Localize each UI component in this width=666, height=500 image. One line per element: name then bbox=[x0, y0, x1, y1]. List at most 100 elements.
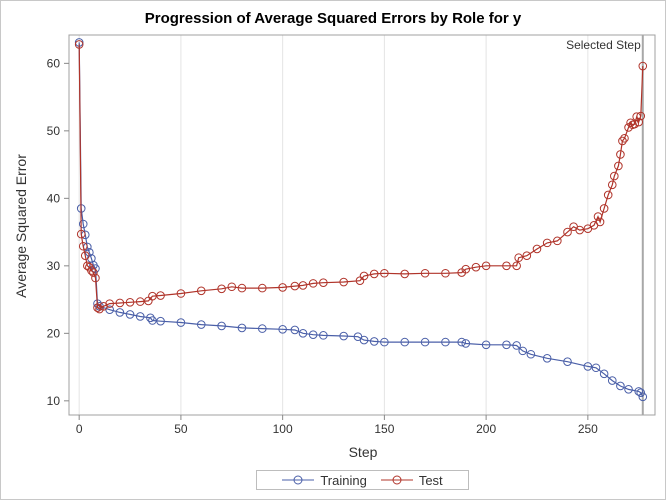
data-point-training bbox=[563, 357, 572, 366]
data-point-test bbox=[603, 190, 613, 200]
data-point-test bbox=[105, 299, 114, 308]
data-point-training bbox=[542, 354, 552, 363]
data-point-test bbox=[298, 281, 308, 290]
data-point-test bbox=[610, 171, 619, 181]
data-point-training bbox=[115, 308, 125, 317]
data-point-test bbox=[359, 271, 369, 281]
data-point-training bbox=[196, 320, 206, 329]
data-point-test bbox=[620, 133, 629, 143]
y-axis-label: Average Squared Error bbox=[13, 154, 29, 298]
data-point-test bbox=[618, 136, 627, 146]
data-point-test bbox=[542, 238, 552, 248]
data-point-training bbox=[616, 381, 625, 391]
data-point-training bbox=[156, 316, 165, 326]
data-point-training bbox=[512, 341, 521, 350]
data-point-test bbox=[319, 278, 328, 288]
data-point-test bbox=[616, 150, 625, 159]
data-point-test bbox=[636, 111, 646, 121]
data-point-test bbox=[237, 283, 247, 293]
data-point-training bbox=[457, 337, 467, 347]
y-tick-label: 60 bbox=[47, 56, 61, 70]
data-point-training bbox=[319, 331, 328, 340]
plot-area-frame bbox=[68, 34, 656, 416]
data-point-test bbox=[514, 253, 523, 263]
data-point-test bbox=[290, 281, 300, 291]
data-point-training bbox=[400, 337, 410, 347]
y-tick-label: 10 bbox=[47, 394, 61, 408]
data-point-test bbox=[196, 286, 206, 296]
data-point-training bbox=[591, 363, 601, 373]
data-point-test bbox=[593, 212, 603, 221]
data-point-training bbox=[217, 321, 226, 331]
series-line-test bbox=[78, 44, 644, 310]
data-point-test bbox=[522, 251, 532, 261]
data-point-test bbox=[148, 291, 157, 301]
data-point-test bbox=[217, 284, 226, 294]
data-point-test bbox=[156, 291, 165, 300]
data-point-training bbox=[308, 330, 318, 339]
y-tick-label: 50 bbox=[47, 124, 61, 138]
data-point-test bbox=[595, 217, 605, 227]
series-line-training bbox=[78, 42, 644, 398]
data-point-test bbox=[614, 161, 623, 171]
legend-label-training: Training bbox=[320, 472, 367, 488]
data-point-training bbox=[599, 369, 609, 379]
data-point-training bbox=[634, 387, 644, 396]
data-point-training bbox=[91, 264, 100, 273]
data-point-test bbox=[135, 297, 145, 306]
data-point-test bbox=[532, 244, 542, 254]
x-tick-label: 150 bbox=[374, 422, 394, 436]
data-point-training bbox=[257, 324, 267, 333]
data-point-training bbox=[420, 337, 430, 347]
data-point-test bbox=[278, 283, 287, 292]
x-tick-label: 0 bbox=[76, 422, 83, 436]
data-point-test bbox=[632, 112, 641, 121]
y-tick-label: 30 bbox=[47, 259, 61, 273]
data-point-test bbox=[563, 227, 572, 237]
data-point-training bbox=[481, 340, 491, 350]
data-point-test bbox=[575, 225, 585, 235]
data-point-test bbox=[380, 268, 389, 278]
data-point-test bbox=[502, 261, 511, 271]
selected-step-label: Selected Step bbox=[566, 38, 641, 52]
data-point-test bbox=[471, 262, 481, 272]
data-point-training bbox=[359, 335, 369, 345]
data-point-test bbox=[441, 268, 450, 278]
data-point-test bbox=[227, 282, 237, 292]
data-point-test bbox=[461, 264, 471, 274]
y-tick-label: 40 bbox=[47, 191, 61, 205]
data-point-training bbox=[290, 325, 300, 335]
data-point-test bbox=[87, 266, 96, 275]
y-tick-label: 20 bbox=[47, 326, 61, 340]
data-point-test bbox=[634, 117, 644, 127]
data-point-test bbox=[93, 303, 102, 312]
legend: Training Test bbox=[256, 470, 469, 490]
x-tick-label: 250 bbox=[578, 422, 598, 436]
legend-marker-test-icon bbox=[380, 475, 413, 485]
data-point-training bbox=[135, 312, 145, 321]
data-point-test bbox=[339, 277, 348, 287]
data-point-training bbox=[278, 324, 287, 334]
legend-item-test: Test bbox=[380, 472, 443, 488]
data-point-test bbox=[626, 118, 635, 128]
data-point-training bbox=[237, 323, 247, 333]
data-point-training bbox=[380, 337, 389, 347]
data-point-training bbox=[624, 385, 633, 394]
data-point-test bbox=[512, 261, 521, 271]
data-point-training bbox=[148, 316, 157, 325]
data-point-training bbox=[607, 376, 617, 385]
legend-label-test: Test bbox=[418, 472, 443, 488]
x-tick-label: 50 bbox=[174, 422, 188, 436]
data-point-training bbox=[502, 340, 511, 350]
data-point-test bbox=[125, 297, 135, 307]
x-axis-label: Step bbox=[349, 444, 378, 460]
data-point-test bbox=[553, 236, 562, 246]
data-point-test bbox=[91, 273, 100, 283]
data-point-test bbox=[607, 180, 617, 190]
data-point-test bbox=[369, 269, 379, 279]
data-point-training bbox=[125, 310, 135, 319]
data-point-training bbox=[176, 318, 186, 327]
legend-marker-training-icon bbox=[282, 475, 315, 485]
data-point-training bbox=[78, 219, 88, 229]
data-point-training bbox=[526, 349, 536, 359]
